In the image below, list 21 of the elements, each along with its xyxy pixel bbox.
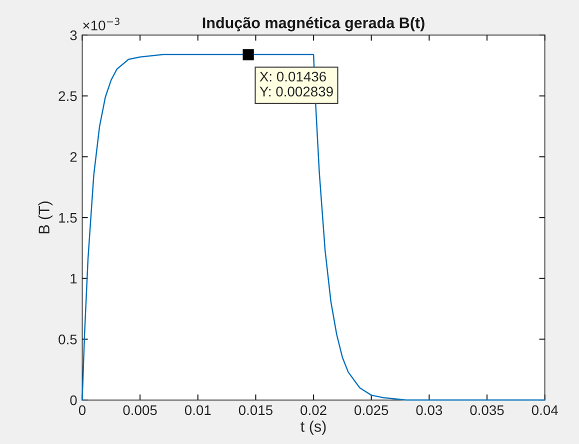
x-tick-label: 0.04 bbox=[532, 405, 558, 416]
y-tick-label: 3 bbox=[70, 30, 77, 40]
x-tick-label: 0.015 bbox=[238, 405, 272, 416]
text: ×10$^{−3}$ bbox=[83, 18, 120, 30]
chart-title: Indução magnética gerada B(t) bbox=[202, 16, 424, 32]
x-tick-label: 0.035 bbox=[470, 405, 504, 416]
x-tick-label: 0.03 bbox=[416, 405, 442, 416]
y-tick-label: 1.5 bbox=[59, 213, 77, 223]
x-tick-label: 0.025 bbox=[354, 405, 388, 416]
x-axis-title: t (s) bbox=[300, 420, 326, 435]
y-tick-label: 0 bbox=[70, 395, 77, 406]
x-tick-label: 0.02 bbox=[300, 405, 326, 416]
x-tick-label: 0.01 bbox=[184, 405, 211, 416]
y-tick-label: 0.5 bbox=[58, 334, 77, 344]
annotation: X: 0.01436 Y: 0.002839 bbox=[260, 72, 333, 96]
y-tick-label: 1 bbox=[70, 274, 77, 284]
y-axis-title: B (T) bbox=[38, 202, 52, 234]
y-tick-label: 2 bbox=[70, 152, 77, 162]
x-tick-label: 0 bbox=[78, 405, 86, 416]
y-tick-label: 2.5 bbox=[58, 91, 77, 102]
x-tick-label: 0.005 bbox=[123, 405, 157, 416]
